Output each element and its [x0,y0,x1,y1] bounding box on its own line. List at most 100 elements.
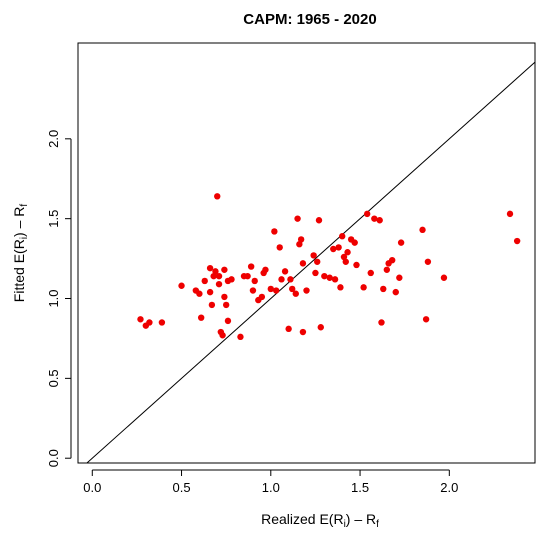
marks [86,61,536,464]
data-point [419,226,426,234]
data-point [424,258,432,265]
data-point [222,301,230,309]
data-point [212,268,219,275]
data-point [351,239,358,246]
data-point [276,244,283,251]
data-point [396,274,403,281]
y-axis-label-sub2: f [19,204,30,207]
data-point [258,293,266,301]
data-point [224,317,232,325]
data-point [392,288,399,296]
data-point [299,328,307,336]
data-point [214,193,221,200]
data-point [262,266,269,273]
data-point [337,284,344,291]
data-point [251,277,258,285]
data-point [383,266,391,273]
data-point [271,228,278,235]
y-axis-label-sub: i [19,237,30,239]
data-point [201,277,208,285]
data-point [314,258,321,265]
data-point [315,217,323,224]
data-point [330,245,337,253]
data-point [206,288,214,296]
data-point [247,263,255,270]
data-point [285,325,292,333]
data-point [237,333,244,341]
data-point [267,285,274,293]
data-point [137,316,144,323]
ticks: 0.0 0.5 1.0 1.5 2.0 0.0 0.5 1.0 1.5 2.0 [46,130,458,495]
data-point [206,264,214,272]
x-tick-label: 0.5 [173,480,191,495]
data-point [321,272,328,280]
data-point [312,269,319,277]
data-point [272,287,280,294]
data-point [197,314,205,321]
data-point [388,256,396,264]
data-point [158,319,166,326]
data-point [287,276,294,283]
data-point [299,260,307,267]
data-point [378,319,385,326]
data-point [326,274,333,281]
data-point [289,285,296,293]
data-point [397,239,405,246]
x-tick-label: 1.5 [351,480,369,495]
x-axis-label-tail: ) – R [346,511,376,527]
y-tick-label: 1.5 [46,210,61,228]
x-tick-label: 0.0 [83,480,101,495]
data-point [353,261,360,269]
x-axis-label-main: Realized E(R [261,511,343,527]
data-point [249,287,257,294]
y-axis-label-tail: ) – R [11,207,27,237]
data-point [221,266,228,273]
data-point [344,249,351,256]
data-point [367,269,374,277]
data-point [371,215,378,222]
data-point [303,287,310,294]
chart-title: CAPM: 1965 - 2020 [243,11,376,28]
data-point [506,210,514,218]
data-point [339,233,346,240]
x-axis-label: Realized E(Ri) – Rf [261,511,379,530]
data-point [360,284,367,291]
x-axis-label-sub2: f [376,519,379,530]
data-point [376,217,383,224]
y-tick-label: 0.0 [46,449,61,467]
data-point [215,272,223,280]
data-point [294,215,301,222]
data-point [440,274,448,281]
data-point [331,276,339,283]
data-point [513,237,521,245]
data-point [310,252,317,259]
data-point [380,285,387,293]
x-axis-label-sub: i [344,519,346,530]
data-point [317,324,324,331]
y-axis-label-main: Fitted E(R [11,239,27,302]
data-point [244,272,251,280]
data-point [228,276,235,283]
y-tick-label: 1.0 [46,289,61,307]
y-tick-label: 0.5 [46,369,61,387]
x-tick-label: 2.0 [440,480,458,495]
data-point [215,280,223,288]
data-point [196,290,203,297]
plot-area [77,42,536,464]
y-axis-label: Fitted E(Ri) – Rf [11,204,30,303]
y-tick-label: 2.0 [46,130,61,148]
data-point [342,258,349,265]
data-point [292,290,299,297]
data-point [297,236,305,243]
data-point [278,276,285,283]
data-point [281,268,289,275]
x-tick-label: 1.0 [262,480,280,495]
data-point [335,244,342,251]
data-point [363,210,371,218]
reference-line [86,61,536,464]
data-point [178,282,185,289]
data-point [219,332,226,339]
data-point [146,319,153,326]
data-point [208,301,216,309]
